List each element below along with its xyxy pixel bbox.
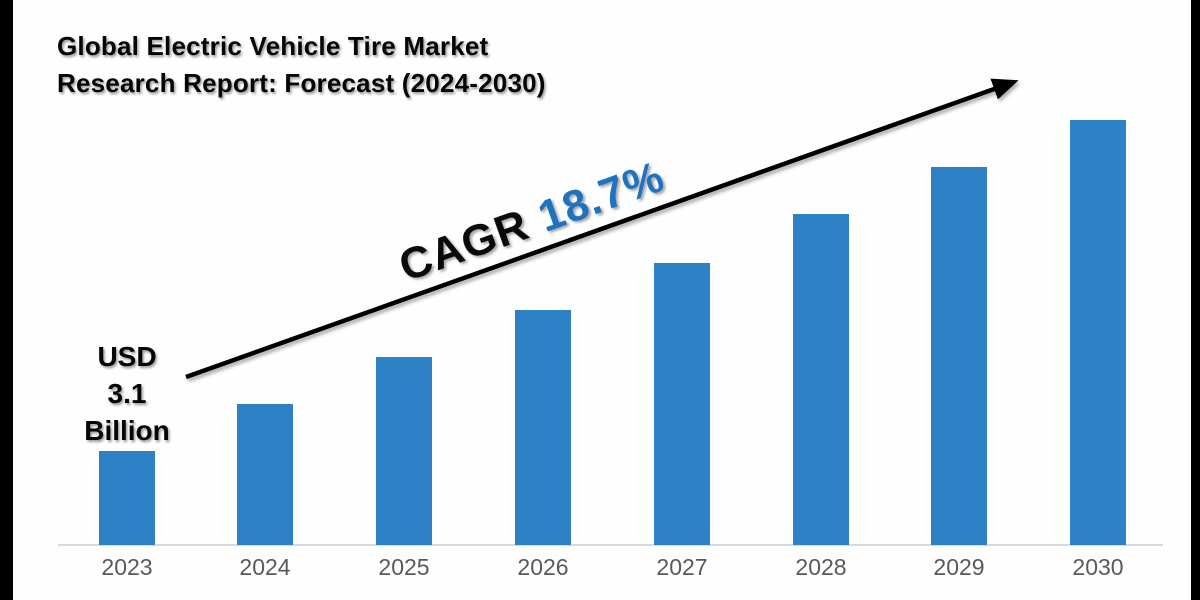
x-tick-2028: 2028	[795, 554, 847, 580]
chart-title-line1: Global Electric Vehicle Tire Market	[57, 31, 489, 61]
chart-title: Global Electric Vehicle Tire Market Rese…	[57, 28, 546, 102]
bar-2027	[654, 263, 710, 545]
bar-2025	[376, 357, 432, 545]
x-tick-2029: 2029	[933, 554, 985, 580]
trend-arrow-line	[185, 78, 1019, 380]
x-tick-2023: 2023	[101, 554, 153, 580]
bar-2024	[237, 404, 293, 545]
bar-2030	[1070, 120, 1126, 545]
bar-2028	[793, 214, 849, 545]
start-value-line3: Billion	[84, 415, 170, 446]
x-tick-2024: 2024	[239, 554, 291, 580]
x-axis-line	[58, 544, 1163, 546]
start-value-callout: USD 3.1 Billion	[72, 338, 182, 449]
start-value-line1: USD	[97, 341, 157, 372]
bar-2026	[515, 310, 571, 545]
left-black-border	[0, 0, 13, 600]
x-tick-2030: 2030	[1072, 554, 1124, 580]
bar-2023	[99, 451, 155, 545]
bar-2029	[931, 167, 987, 545]
start-value-line2: 3.1	[107, 378, 147, 409]
x-tick-2025: 2025	[378, 554, 430, 580]
right-black-border	[1191, 0, 1200, 600]
chart-title-line2: Research Report: Forecast (2024-2030)	[57, 68, 546, 98]
x-tick-2026: 2026	[517, 554, 569, 580]
x-tick-2027: 2027	[656, 554, 708, 580]
